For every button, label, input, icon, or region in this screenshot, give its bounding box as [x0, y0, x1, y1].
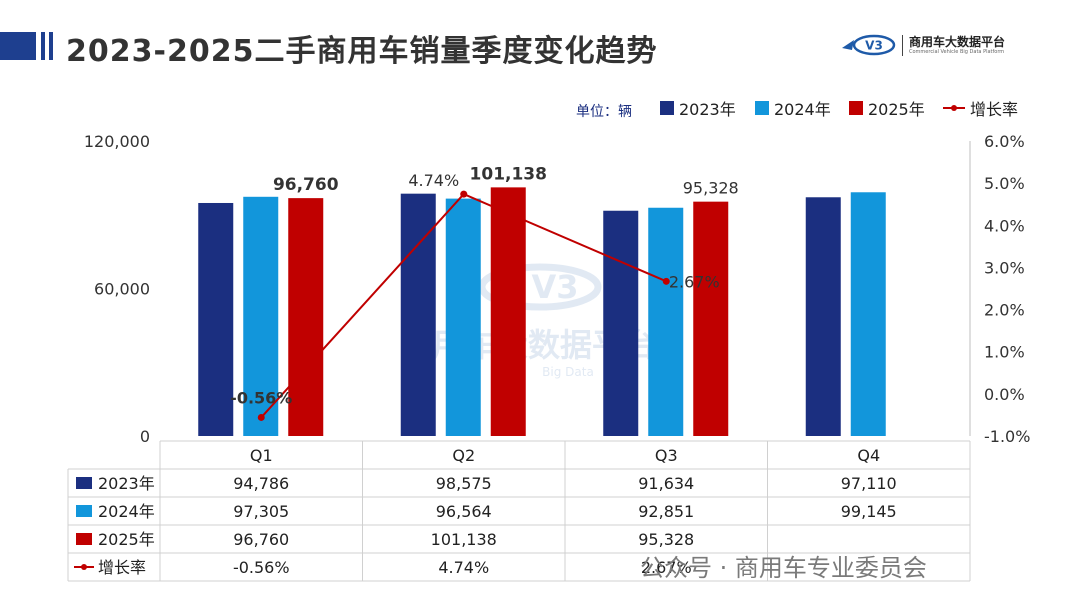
- v3-logo-icon: V3: [842, 34, 896, 56]
- growth-data-label: 4.74%: [408, 171, 459, 190]
- growth-marker: [257, 413, 265, 421]
- legend-growth-marker: [951, 105, 957, 111]
- legend-swatch-2024: [755, 101, 769, 115]
- y2-tick-label: 2.0%: [984, 301, 1025, 320]
- unit-label: 单位：辆: [576, 104, 632, 120]
- bar-data-label: 95,328: [683, 179, 739, 198]
- bar-2023-Q1: [198, 202, 234, 436]
- bar-2024-Q3: [648, 207, 684, 436]
- growth-data-label: 2.67%: [669, 272, 720, 291]
- logo-name: 商用车大数据平台: [909, 34, 1006, 49]
- legend: 单位：辆 2023年 2024年 2025年 增长率: [576, 100, 1018, 120]
- table-cell: 97,305: [233, 502, 289, 521]
- table-cell: 91,634: [638, 474, 694, 493]
- legend-label-2024: 2024年: [774, 100, 831, 119]
- table-cell: 97,110: [841, 474, 897, 493]
- table-cell: 96,564: [436, 502, 492, 521]
- bar-data-label: 101,138: [470, 164, 547, 184]
- table-row-swatch: [76, 477, 92, 489]
- y-axis-left: 0 60,000 120,000: [84, 132, 150, 446]
- y-tick-label: 0: [140, 427, 150, 446]
- legend-label-2023: 2023年: [679, 100, 736, 119]
- bar-2025-Q2: [490, 187, 526, 436]
- growth-marker: [662, 277, 670, 285]
- table-cell: 2.67%: [641, 558, 692, 577]
- legend-swatch-2025: [849, 101, 863, 115]
- logo-subtitle: Commercial Vehicle Big Data Platform: [909, 48, 1005, 55]
- table-cell: 95,328: [638, 530, 694, 549]
- title-bar: 2023-2025二手商用车销量季度变化趋势 V3 商用车大数据平台 Comme…: [0, 22, 1080, 70]
- table-row-label: 2025年: [98, 530, 155, 549]
- y2-tick-label: 5.0%: [984, 174, 1025, 193]
- y2-tick-label: -1.0%: [984, 427, 1030, 446]
- bar-2025-Q3: [693, 201, 729, 436]
- x-category-label: Q4: [857, 446, 880, 465]
- table-row-swatch: [76, 533, 92, 545]
- x-category-label: Q2: [452, 446, 475, 465]
- table-cell: 92,851: [638, 502, 694, 521]
- legend-label-growth: 增长率: [970, 100, 1018, 119]
- table-cell: 101,138: [431, 530, 497, 549]
- table-row-label: 增长率: [98, 558, 146, 577]
- y2-tick-label: 3.0%: [984, 258, 1025, 277]
- logo-mark-text: V3: [865, 39, 883, 53]
- title-accent-stripe: [49, 32, 53, 60]
- y2-tick-label: 1.0%: [984, 343, 1025, 362]
- x-category-label: Q1: [250, 446, 273, 465]
- footer-watermark: 公众号 · 商用车专业委员会: [640, 554, 927, 582]
- bar-2024-Q2: [445, 198, 481, 436]
- y2-tick-label: 4.0%: [984, 216, 1025, 235]
- legend-label-2025: 2025年: [868, 100, 925, 119]
- table-cell: 4.74%: [438, 558, 489, 577]
- table-row-label: 2024年: [98, 502, 155, 521]
- legend-swatch-2023: [660, 101, 674, 115]
- bar-2023-Q3: [603, 210, 639, 436]
- bar-data-label: 96,760: [273, 175, 339, 195]
- watermark-subtext: Big Data: [542, 365, 594, 379]
- y2-tick-label: 6.0%: [984, 132, 1025, 151]
- growth-marker: [460, 190, 468, 198]
- table-cell: -0.56%: [233, 558, 290, 577]
- table-growth-swatch-marker: [81, 564, 87, 570]
- y-tick-label: 60,000: [94, 280, 150, 299]
- bar-2024-Q4: [850, 192, 886, 436]
- title-accent-block: [0, 32, 36, 60]
- table-row-swatch: [76, 505, 92, 517]
- bar-2023-Q2: [400, 193, 436, 436]
- bars: 96,760 101,138 95,328: [198, 164, 886, 436]
- table-cell: 94,786: [233, 474, 289, 493]
- watermark-logo-icon: [478, 263, 602, 311]
- bar-2024-Q1: [243, 196, 279, 436]
- table-row-label: 2023年: [98, 474, 155, 493]
- x-category-label: Q3: [655, 446, 678, 465]
- title-accent-stripe: [41, 32, 45, 60]
- y-axis-right: 6.0% 5.0% 4.0% 3.0% 2.0% 1.0% 0.0% -1.0%: [969, 132, 1030, 446]
- table-cell: 96,760: [233, 530, 289, 549]
- watermark-mark: V3: [531, 268, 578, 306]
- brand-logo: V3 商用车大数据平台 Commercial Vehicle Big Data …: [840, 34, 1005, 56]
- logo-texts: 商用车大数据平台 Commercial Vehicle Big Data Pla…: [902, 34, 1006, 56]
- y2-tick-label: 0.0%: [984, 385, 1025, 404]
- bar-2023-Q4: [805, 197, 841, 436]
- bar-2025-Q1: [288, 198, 324, 436]
- page-title: 2023-2025二手商用车销量季度变化趋势: [66, 34, 658, 69]
- growth-line-series: -0.56% 4.74% 2.67%: [230, 171, 720, 421]
- growth-data-label: -0.56%: [230, 388, 292, 407]
- table-cell: 98,575: [436, 474, 492, 493]
- table-cell: 99,145: [841, 502, 897, 521]
- y-tick-label: 120,000: [84, 132, 150, 151]
- data-table: Q1 Q2 Q3 Q4 2023年 94,786 98,575 91,634 97,110 202…: [67, 440, 971, 582]
